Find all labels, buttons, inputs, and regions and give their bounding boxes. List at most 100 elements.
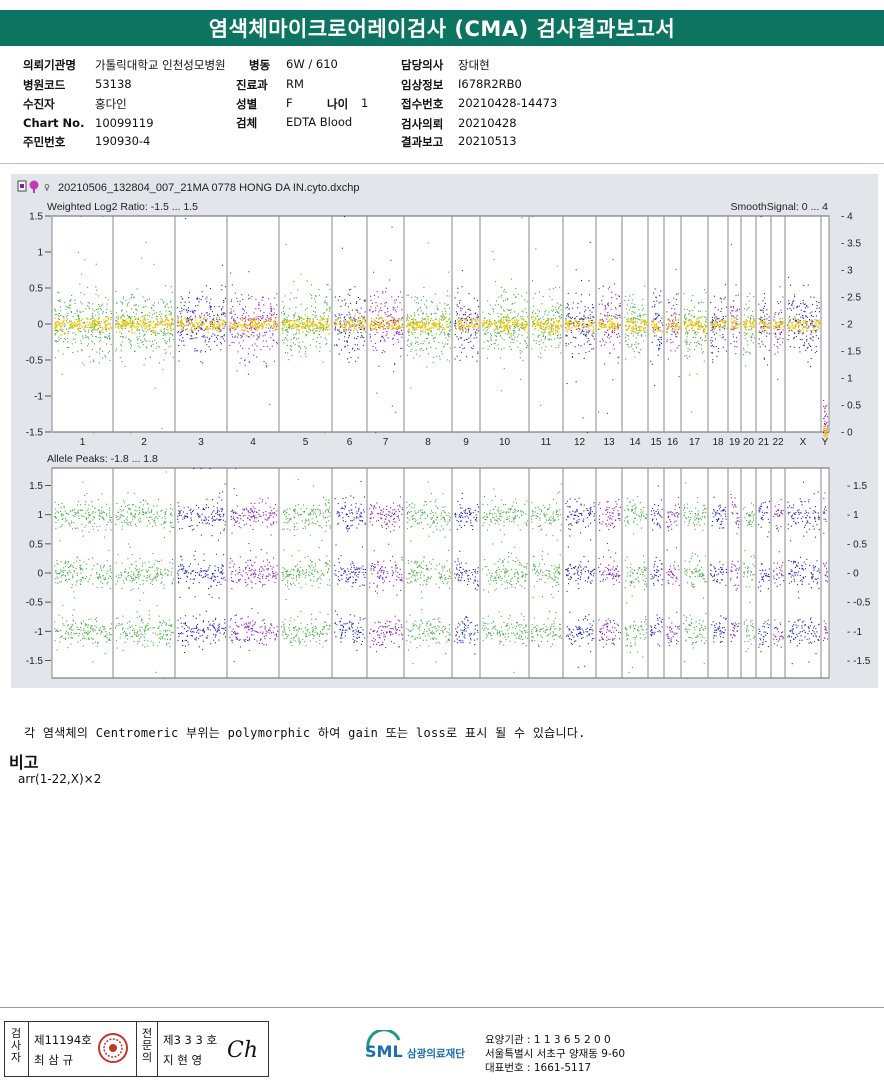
smooth-signal-point <box>295 324 297 326</box>
data-point <box>768 319 770 321</box>
data-point <box>385 287 387 289</box>
data-point <box>210 325 212 327</box>
data-point <box>384 305 386 307</box>
data-point <box>608 337 610 339</box>
data-point <box>170 311 172 313</box>
data-point <box>544 337 546 339</box>
data-point <box>79 318 81 320</box>
data-point <box>430 320 432 322</box>
data-point <box>525 327 527 329</box>
smooth-signal-point <box>362 328 364 330</box>
data-point <box>514 317 516 319</box>
data-point <box>387 337 389 339</box>
data-point <box>322 317 324 319</box>
smooth-signal-point <box>371 324 373 326</box>
data-point <box>137 345 139 347</box>
smooth-signal-point <box>773 328 775 330</box>
data-point <box>89 307 91 309</box>
data-point <box>220 349 222 351</box>
data-point <box>637 334 639 336</box>
data-point <box>782 338 784 340</box>
data-point <box>138 329 140 331</box>
data-point <box>204 339 206 341</box>
data-point <box>217 315 219 317</box>
smooth-signal-point <box>266 324 268 326</box>
data-point <box>447 333 449 335</box>
data-point <box>326 302 328 304</box>
smooth-signal-point <box>565 319 567 322</box>
smooth-signal-point <box>71 325 73 327</box>
smooth-signal-point <box>398 326 400 328</box>
smooth-signal-point <box>629 324 631 326</box>
data-point <box>108 335 110 337</box>
smooth-signal-point <box>686 325 689 327</box>
data-point <box>631 313 633 315</box>
data-point <box>765 326 767 328</box>
smooth-signal-point <box>462 329 464 331</box>
smooth-signal-point <box>412 329 414 331</box>
smooth-signal-point <box>598 328 600 330</box>
data-point <box>356 302 358 304</box>
smooth-signal-point <box>592 326 594 328</box>
smooth-signal-point <box>142 319 144 321</box>
data-point <box>521 327 523 329</box>
smooth-signal-point <box>493 322 496 325</box>
data-point <box>582 323 584 325</box>
smooth-signal-point <box>306 325 309 327</box>
smooth-signal-point <box>344 321 346 323</box>
data-point <box>684 355 686 357</box>
data-point <box>443 331 445 333</box>
data-point <box>441 353 443 355</box>
data-point <box>83 322 85 324</box>
data-point <box>710 339 712 341</box>
data-point <box>60 314 62 316</box>
data-point <box>536 315 538 317</box>
smooth-signal-point <box>421 327 423 329</box>
data-point <box>637 315 639 317</box>
data-point <box>699 310 701 312</box>
data-point <box>639 352 641 354</box>
smooth-signal-point <box>618 327 620 329</box>
data-point <box>237 317 239 319</box>
data-point <box>592 348 594 350</box>
data-point <box>450 320 452 322</box>
smooth-signal-point <box>484 321 486 324</box>
data-point <box>701 352 703 354</box>
data-point <box>568 315 570 317</box>
smooth-signal-point <box>763 320 765 323</box>
data-point <box>305 324 307 326</box>
smooth-signal-point <box>144 314 147 316</box>
data-point <box>412 318 414 320</box>
smooth-signal-point <box>115 326 117 329</box>
data-point <box>635 328 637 330</box>
data-point <box>643 320 645 322</box>
smooth-signal-point <box>353 327 356 330</box>
data-point <box>461 332 463 334</box>
smooth-signal-point <box>514 319 516 322</box>
data-point <box>273 312 275 314</box>
smooth-signal-point <box>503 322 505 325</box>
smooth-signal-point <box>639 325 642 328</box>
smooth-signal-point <box>547 321 550 323</box>
data-point <box>492 308 494 310</box>
data-point <box>619 342 621 344</box>
data-point <box>284 312 286 314</box>
data-point <box>750 317 752 319</box>
data-point <box>318 334 320 336</box>
data-point <box>145 241 147 243</box>
data-point <box>248 336 250 338</box>
data-point <box>144 328 146 330</box>
data-point <box>750 329 752 331</box>
data-point <box>341 313 343 315</box>
smooth-signal-point <box>536 323 538 325</box>
data-point <box>262 296 264 298</box>
data-point <box>300 273 302 275</box>
smooth-signal-point <box>274 317 277 320</box>
data-point <box>57 330 59 332</box>
data-point <box>270 317 272 319</box>
data-point <box>700 301 702 303</box>
data-point <box>768 316 770 318</box>
data-point <box>466 319 468 321</box>
data-point <box>144 333 146 335</box>
smooth-signal-point <box>518 328 520 330</box>
